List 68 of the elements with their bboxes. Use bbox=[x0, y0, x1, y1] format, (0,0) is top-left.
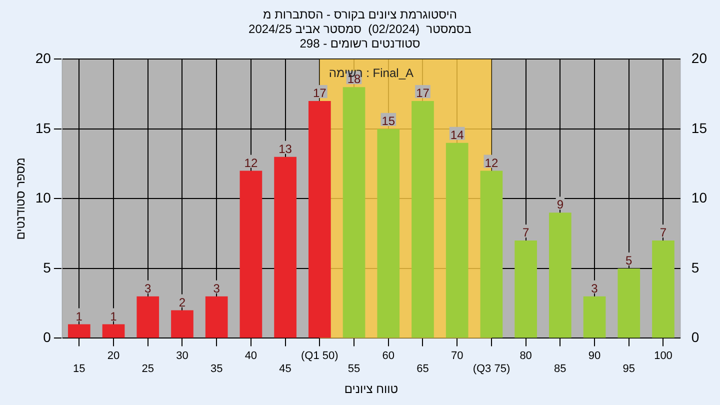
data-label: 2 bbox=[178, 295, 186, 310]
bar bbox=[205, 296, 228, 338]
bar bbox=[136, 296, 160, 338]
x-tick-label: 40 bbox=[244, 350, 258, 362]
x-tick-label: 25 bbox=[142, 363, 154, 376]
bar bbox=[583, 296, 606, 338]
y2-tick-label: 15 bbox=[691, 120, 708, 136]
text: בסמסטר (02/2024) סמסטר אביב 2024/25 bbox=[248, 22, 472, 36]
x-tick-label: 15 bbox=[73, 363, 86, 376]
text: היסטוגרמת ציונים בקורס - הסתברות מ bbox=[262, 8, 458, 22]
bar bbox=[377, 128, 400, 338]
x-tick-label: 60 bbox=[382, 350, 395, 362]
data-label: 7 bbox=[660, 226, 667, 240]
y-tick-label: 5 bbox=[43, 259, 52, 276]
x-tick-label: 95 bbox=[622, 363, 636, 376]
y-tick-label: 20 bbox=[35, 50, 52, 66]
x-tick-label: 80 bbox=[520, 350, 532, 362]
bar bbox=[342, 87, 366, 338]
data-label: 17 bbox=[416, 86, 430, 100]
x-tick-label: 35 bbox=[210, 363, 223, 376]
bar bbox=[68, 324, 90, 338]
y-tick-label: 0 bbox=[43, 329, 52, 346]
bar bbox=[240, 170, 262, 338]
x-tick-label: (Q3 75) bbox=[472, 363, 510, 376]
data-label: 3 bbox=[591, 281, 598, 296]
data-label: 12 bbox=[244, 156, 258, 170]
data-label: 17 bbox=[312, 86, 327, 100]
y2-tick-label: 0 bbox=[691, 329, 700, 346]
data-label: 9 bbox=[556, 198, 564, 212]
bar bbox=[618, 268, 640, 338]
text: סטודנטים רשומים - 298 bbox=[300, 36, 420, 50]
x-tick-label: 90 bbox=[588, 350, 601, 362]
x-tick-label: 100 bbox=[654, 350, 672, 362]
data-label: 1 bbox=[76, 309, 83, 324]
data-label: 3 bbox=[213, 281, 220, 296]
bar bbox=[480, 170, 503, 338]
data-label: 1 bbox=[110, 309, 118, 324]
bar bbox=[102, 324, 125, 338]
data-label: 13 bbox=[278, 142, 292, 156]
x-tick-label: 55 bbox=[348, 363, 360, 376]
bar bbox=[549, 212, 572, 338]
data-label: 15 bbox=[382, 114, 396, 128]
bar bbox=[171, 310, 194, 338]
data-label: 12 bbox=[484, 156, 498, 170]
y2-tick-label: 20 bbox=[691, 50, 708, 66]
bar bbox=[514, 240, 537, 338]
bar bbox=[652, 240, 674, 338]
bar bbox=[446, 142, 468, 338]
data-label: 5 bbox=[626, 253, 633, 268]
x-tick-label: 20 bbox=[107, 350, 120, 362]
x-tick-label: 65 bbox=[416, 363, 429, 376]
x-tick-label: 85 bbox=[554, 363, 566, 376]
x-tick-label: (Q1 50) bbox=[301, 350, 338, 362]
y-tick-label: 15 bbox=[35, 120, 52, 136]
x-tick-label: 30 bbox=[176, 350, 188, 362]
data-label: 14 bbox=[450, 128, 464, 142]
y2-tick-label: 5 bbox=[691, 259, 700, 276]
y-axis-title: מספר סטודנטים bbox=[14, 158, 28, 240]
x-tick-label: 45 bbox=[279, 363, 292, 376]
bar bbox=[308, 101, 331, 338]
bar bbox=[274, 156, 296, 338]
bar bbox=[412, 101, 434, 338]
y-tick-label: 10 bbox=[35, 190, 52, 206]
y2-tick-label: 10 bbox=[691, 190, 708, 206]
data-label: 7 bbox=[522, 226, 530, 240]
data-label: 3 bbox=[144, 281, 152, 296]
x-axis-title: טווח ציונים bbox=[344, 382, 398, 396]
x-tick-label: 70 bbox=[450, 350, 464, 362]
